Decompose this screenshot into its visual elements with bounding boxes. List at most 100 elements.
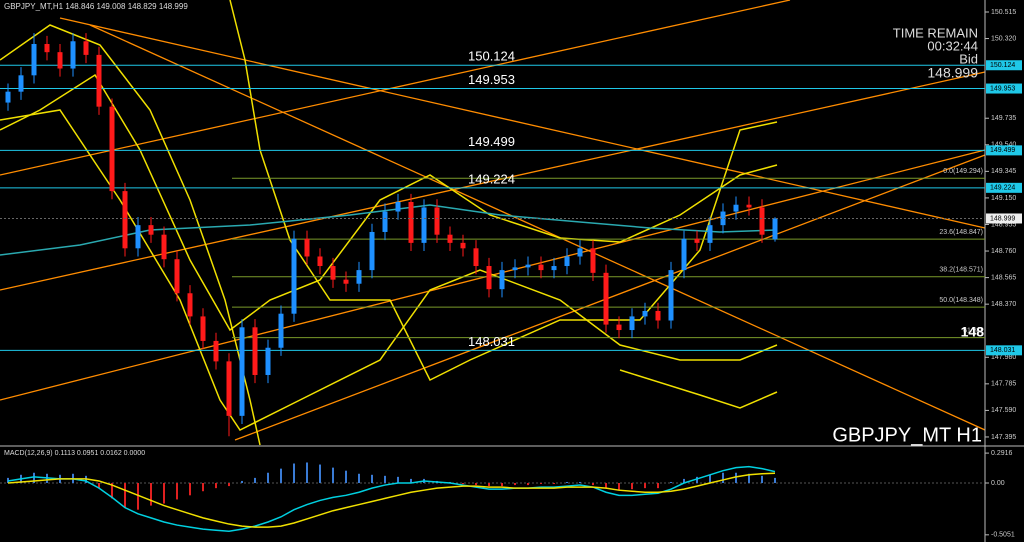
candle-body (343, 279, 349, 284)
bid-tag (986, 213, 1022, 224)
candle-body (174, 259, 180, 294)
y-tick-label: 147.590 (991, 407, 1016, 414)
histogram-bar (384, 475, 386, 484)
histogram-bar (215, 483, 217, 489)
time-remain: 00:32:44 (927, 38, 978, 53)
band (619, 369, 778, 409)
fib-label: 23.6(148.847) (939, 229, 983, 236)
trendline (0, 0, 791, 176)
candle-body (213, 340, 219, 362)
histogram-bar (553, 483, 555, 485)
histogram-bar (501, 483, 503, 487)
candle-body (187, 293, 193, 317)
histogram-bar (371, 474, 373, 484)
histogram-bar (527, 483, 529, 486)
readout: 0.1113 (55, 450, 75, 457)
histogram-bar (254, 477, 256, 484)
candle-body (746, 204, 752, 208)
candle-body (278, 313, 284, 348)
macd-title: MACD(12,26,9) (4, 450, 53, 457)
level-tag (986, 83, 1022, 94)
histogram-bar (618, 483, 620, 491)
y-tick-label: 149.345 (991, 168, 1016, 175)
histogram-bar (592, 483, 594, 486)
level-tag-label: 148.031 (990, 347, 1015, 354)
histogram-bar (228, 483, 230, 487)
candle-body (642, 310, 648, 317)
candle-body (720, 211, 726, 226)
candle-body (473, 248, 479, 267)
close: 148.999 (159, 2, 188, 11)
histogram-bar (540, 483, 542, 485)
candle-body (733, 204, 739, 212)
level-label: 150.124 (468, 49, 515, 64)
histogram-bar (475, 483, 477, 486)
candle-body (421, 207, 427, 243)
y-tick-label: 147.395 (991, 434, 1016, 441)
histogram-bar (306, 462, 308, 484)
histogram-bar (514, 483, 516, 486)
bid-value: 148.999 (927, 65, 978, 81)
histogram-bar (345, 470, 347, 484)
y-tick-label: 148.955 (991, 221, 1016, 228)
y-tick-label: -0.5051 (991, 532, 1015, 539)
histogram-bar (332, 467, 334, 484)
level-tag (986, 345, 1022, 356)
candle-body (135, 225, 141, 249)
level-tag (986, 60, 1022, 71)
candle-body (382, 211, 388, 232)
symbol-header: GBPJPY_MT,H1 148.846 149.008 148.829 148… (4, 2, 188, 11)
candle-body (759, 207, 765, 235)
candle-body (512, 267, 518, 271)
readout: 0.0951 (77, 450, 99, 457)
candle-body (681, 238, 687, 271)
candle-body (304, 238, 310, 257)
histogram-bar (98, 483, 100, 489)
histogram-bar (644, 483, 646, 489)
y-tick-label: 147.785 (991, 381, 1016, 388)
histogram-bar (280, 468, 282, 484)
candle-body (265, 347, 271, 375)
histogram-bar (33, 472, 35, 484)
candle-body (655, 310, 661, 321)
watermark: GBPJPY_MT H1 (832, 424, 982, 446)
candle-body (590, 248, 596, 273)
bands (0, 0, 778, 446)
histogram-bar (605, 483, 607, 489)
level-tag (986, 182, 1022, 193)
histogram-bar (761, 475, 763, 484)
histogram-bar (774, 477, 776, 484)
trendline (234, 154, 986, 441)
y-tick-label: 150.515 (991, 9, 1016, 16)
level-label: 149.953 (468, 72, 515, 87)
level-tag-label: 149.953 (990, 85, 1015, 92)
candle-body (460, 242, 466, 249)
candle-body (369, 231, 375, 271)
candle-body (44, 43, 50, 53)
level-label: 148.031 (468, 334, 515, 349)
price-flag: 148 (961, 323, 985, 339)
histogram-bar (397, 476, 399, 484)
time-remain-label: TIME REMAIN (893, 25, 978, 40)
symbol: GBPJPY_MT,H1 (4, 2, 64, 11)
candle-body (18, 75, 24, 92)
candle-body (330, 266, 336, 280)
histogram-bar (709, 474, 711, 484)
macd-header: MACD(12,26,9) 0.1113 0.0951 0.0162 0.000… (4, 450, 145, 457)
candle-body (109, 106, 115, 192)
histogram-bar (150, 483, 152, 506)
candle-body (148, 225, 154, 235)
trendline (89, 24, 986, 431)
band (0, 73, 778, 332)
level-label: 149.499 (468, 134, 515, 149)
histogram-bar (163, 483, 165, 504)
candle-body (252, 327, 258, 375)
trendlines (0, 0, 986, 441)
candle-body (629, 316, 635, 331)
candle-body (551, 266, 557, 271)
candle-body (408, 202, 414, 243)
histogram-bar (683, 478, 685, 484)
candle-body (57, 52, 63, 69)
candle-body (525, 264, 531, 268)
